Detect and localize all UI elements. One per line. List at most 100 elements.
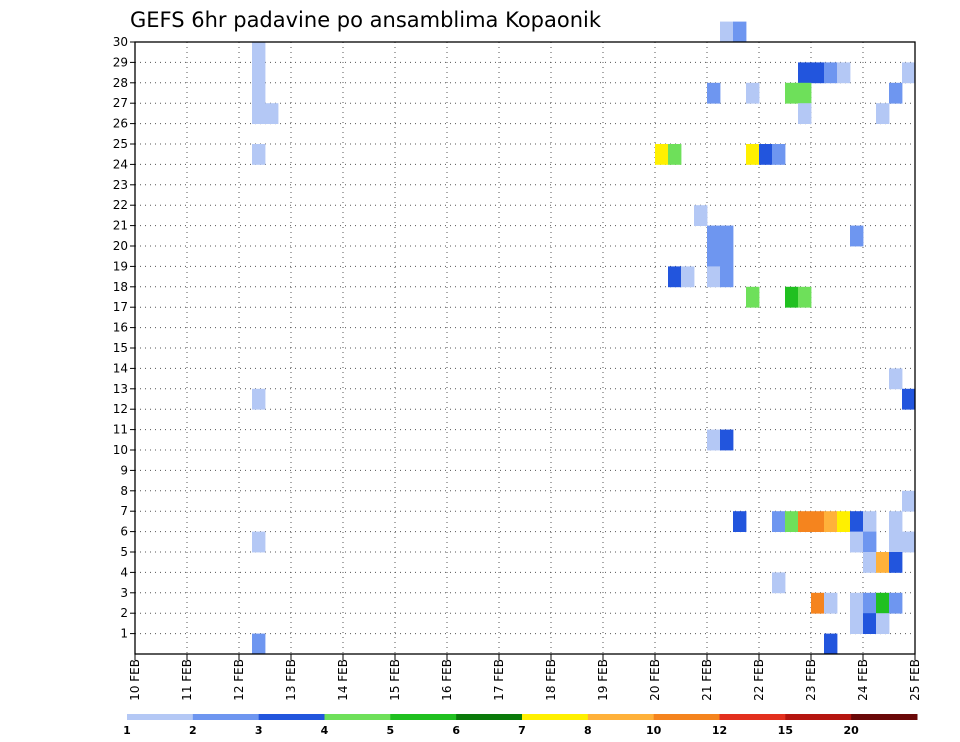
heatmap-cell xyxy=(850,225,864,247)
legend-label: 15 xyxy=(778,724,793,737)
y-tick-label: 5 xyxy=(120,545,128,559)
x-tick-label: 10 FEB xyxy=(128,659,142,701)
y-tick-label: 3 xyxy=(120,586,128,600)
legend-label: 4 xyxy=(321,724,329,737)
heatmap-cell xyxy=(694,205,708,226)
legend-swatch xyxy=(785,714,852,720)
legend-label: 20 xyxy=(844,724,860,737)
legend-swatch xyxy=(324,714,391,720)
heatmap-cell xyxy=(707,246,721,267)
legend-swatch xyxy=(390,714,457,720)
y-tick-label: 12 xyxy=(113,402,128,416)
heatmap-cell xyxy=(863,511,877,532)
x-tick-label: 25 FEB xyxy=(908,659,922,701)
legend-swatch xyxy=(127,714,194,720)
heatmap-cell xyxy=(837,62,851,84)
heatmap-cell xyxy=(811,511,825,532)
heatmap-cell xyxy=(850,531,864,553)
legend-label: 8 xyxy=(584,724,592,737)
heatmap-cell xyxy=(889,531,903,553)
legend-label: 10 xyxy=(646,724,662,737)
x-tick-label: 20 FEB xyxy=(648,659,662,701)
heatmap-cell xyxy=(785,511,799,532)
heatmap-cell xyxy=(902,388,916,410)
x-tick-label: 15 FEB xyxy=(388,659,402,701)
legend-label: 6 xyxy=(452,724,460,737)
heatmap-cell xyxy=(798,82,812,104)
legend-swatch xyxy=(719,714,786,720)
heatmap-cell xyxy=(720,21,734,43)
heatmap-cell xyxy=(811,592,825,614)
heatmap-cell xyxy=(252,633,266,655)
heatmap-cell xyxy=(811,62,825,84)
y-tick-label: 20 xyxy=(113,239,128,253)
heatmap-cell xyxy=(785,82,799,104)
heatmap-cell xyxy=(720,429,734,451)
heatmap-cell xyxy=(850,592,864,614)
y-tick-label: 23 xyxy=(113,178,128,192)
legend-label: 5 xyxy=(387,724,395,737)
heatmap-cell xyxy=(772,511,786,532)
x-tick-label: 21 FEB xyxy=(700,659,714,701)
heatmap-cell xyxy=(798,62,812,84)
heatmap-cell xyxy=(252,62,266,84)
heatmap-cell xyxy=(746,286,760,308)
legend-swatch xyxy=(258,714,325,720)
heatmap-cell xyxy=(785,286,799,308)
legend-swatch xyxy=(851,714,918,720)
heatmap-cell xyxy=(824,592,838,614)
heatmap-cell xyxy=(655,144,669,165)
x-tick-label: 16 FEB xyxy=(440,659,454,701)
y-tick-label: 7 xyxy=(120,504,128,518)
heatmap-cell xyxy=(681,266,695,288)
y-tick-label: 21 xyxy=(113,219,128,233)
heatmap-cell xyxy=(759,144,773,165)
heatmap-cell xyxy=(798,103,812,124)
x-tick-label: 12 FEB xyxy=(232,659,246,701)
heatmap-cell xyxy=(889,552,903,573)
heatmap-cell xyxy=(850,511,864,532)
x-tick-label: 24 FEB xyxy=(856,659,870,701)
heatmap-cell xyxy=(863,552,877,573)
heatmap-cell xyxy=(772,572,786,594)
heatmap-cell xyxy=(252,531,266,553)
y-tick-label: 13 xyxy=(113,382,128,396)
legend-swatch xyxy=(587,714,655,720)
y-tick-label: 24 xyxy=(113,157,128,171)
x-tick-label: 18 FEB xyxy=(544,659,558,701)
color-legend: 1 2 3 4 5 6 7 8 10 12 15 20 xyxy=(123,714,918,737)
y-tick-label: 17 xyxy=(113,300,128,314)
legend-swatch xyxy=(653,714,720,720)
heatmap-cell xyxy=(850,613,864,634)
heatmap-cell xyxy=(889,82,903,104)
x-tick-label: 23 FEB xyxy=(804,659,818,701)
heatmap-cell xyxy=(889,511,903,532)
heatmap-cell xyxy=(707,266,721,288)
x-tick-label: 11 FEB xyxy=(180,659,194,701)
x-tick-label: 17 FEB xyxy=(492,659,506,701)
heatmap-cell xyxy=(252,388,266,410)
y-tick-label: 28 xyxy=(113,76,128,90)
y-tick-label: 18 xyxy=(113,280,128,294)
heatmap-cell xyxy=(252,144,266,165)
legend-label: 2 xyxy=(189,724,197,737)
heatmap-cell xyxy=(863,613,877,634)
y-tick-label: 6 xyxy=(120,525,128,539)
heatmap-cell xyxy=(252,82,266,104)
y-tick-label: 25 xyxy=(113,137,128,151)
heatmap-cell xyxy=(733,21,747,43)
heatmap-cell xyxy=(902,531,916,553)
chart-title: GEFS 6hr padavine po ansamblima Kopaonik xyxy=(130,8,602,32)
heatmap-cell xyxy=(824,62,838,84)
x-tick-label: 22 FEB xyxy=(752,659,766,701)
legend-label: 12 xyxy=(712,724,727,737)
y-axis: 1234567891011121314151617181920212223242… xyxy=(113,35,135,641)
x-tick-label: 14 FEB xyxy=(336,659,350,701)
y-tick-label: 30 xyxy=(113,35,128,49)
y-tick-label: 22 xyxy=(113,198,128,212)
y-tick-label: 4 xyxy=(120,565,128,579)
legend-swatch xyxy=(456,714,523,720)
heatmap-cell xyxy=(902,62,916,84)
y-tick-label: 14 xyxy=(113,361,128,375)
